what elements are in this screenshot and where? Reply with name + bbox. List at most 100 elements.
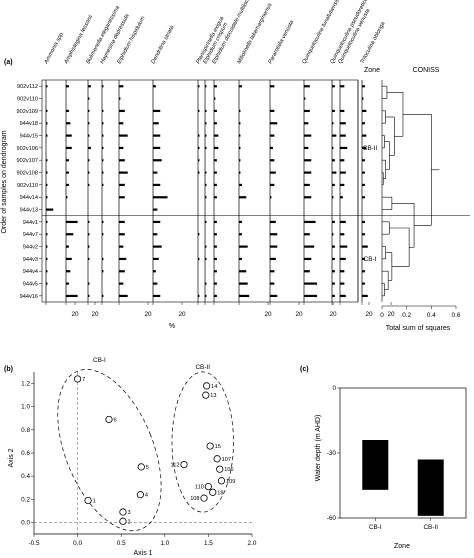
abundance-bar (304, 270, 310, 273)
sample-point-label: 106 (224, 467, 233, 473)
abundance-bar (66, 257, 72, 261)
sample-label: 902v109 (17, 109, 38, 115)
abundance-bar (362, 294, 368, 298)
abundance-bar (304, 245, 315, 248)
abundance-bar (270, 122, 278, 125)
abundance-bar (340, 282, 345, 285)
panel-c-label: (c) (300, 366, 309, 373)
panel-b-y-tick-label: 0.4 (21, 473, 30, 480)
sample-point-label: 112 (171, 463, 180, 469)
zone-label: CB-II (363, 145, 378, 152)
sample-point-label: 6 (113, 417, 116, 423)
abundance-bar (304, 196, 312, 199)
abundance-bar (46, 171, 48, 174)
sample-point (203, 382, 211, 390)
abundance-bar (270, 270, 275, 273)
abundance-bar (102, 220, 104, 224)
abundance-bar (205, 257, 207, 261)
abundance-bar (66, 171, 69, 174)
abundance-bar (340, 270, 345, 273)
coniss-tick-label: 0 (380, 312, 384, 319)
sample-point (217, 477, 226, 485)
abundance-bar (153, 282, 158, 285)
abundance-bar (304, 282, 318, 285)
abundance-bar (340, 196, 343, 199)
panel-b-x-axis-label: Axis 1 (133, 550, 152, 557)
abundance-bar (88, 282, 90, 285)
cluster-ellipse (57, 369, 162, 532)
abundance-bar (153, 183, 161, 187)
abundance-bar (304, 183, 310, 187)
abundance-bar (239, 233, 242, 236)
abundance-bar (119, 245, 124, 248)
abundance-bar (205, 146, 207, 150)
abundance-bar (153, 122, 159, 125)
panel-b-x-tick-label: 2.0 (248, 540, 257, 547)
abundance-bar (214, 146, 219, 150)
abundance-bar (153, 159, 162, 162)
abundance-bar (153, 134, 161, 137)
panel-c-plot-frame (339, 387, 467, 519)
abundance-bar (332, 220, 335, 224)
abundance-bar (340, 122, 346, 125)
abundance-bar (153, 196, 168, 199)
sample-point (180, 460, 188, 469)
abundance-bar (332, 134, 337, 137)
abundance-bar (46, 245, 48, 248)
abundance-bar (119, 220, 125, 224)
abundance-bar (153, 208, 158, 211)
abundance-bar (153, 257, 159, 261)
abundance-bar (88, 85, 91, 88)
abundance-bar (119, 97, 121, 100)
abundance-bar (205, 294, 207, 298)
abundance-bar (214, 97, 216, 100)
abundance-bar (239, 196, 247, 199)
panel-b-y-tick-label: 1.2 (21, 381, 30, 388)
abundance-bar (66, 245, 69, 248)
abundance-bar (332, 109, 335, 113)
abundance-bar (304, 134, 312, 137)
abundance-bar (46, 122, 48, 125)
abundance-bar (153, 85, 156, 88)
abundance-bar (214, 109, 217, 113)
abundance-bar (362, 245, 368, 248)
sample-point (200, 494, 208, 502)
abundance-bar (102, 146, 104, 150)
abundance-bar (102, 109, 104, 113)
abundance-bar (198, 294, 200, 298)
abundance-bar (66, 146, 72, 150)
panel-b-ordination-plot: (b) Axis 1 Axis 2 -0.5 0.0 0.5 1.0 1.5 2.0 0.0… (4, 357, 257, 557)
sample-label: 944v7 (23, 232, 38, 238)
abundance-bar (362, 146, 367, 150)
abundance-bar (102, 294, 104, 298)
abundance-bar (214, 282, 217, 285)
abundance-bar (340, 159, 345, 162)
abundance-bar (214, 257, 217, 261)
abundance-bar (153, 245, 162, 248)
abundance-bar (270, 134, 275, 137)
abundance-bar (153, 109, 161, 113)
abundance-bar (119, 270, 125, 273)
abundance-bar (46, 134, 48, 137)
abundance-bar (214, 183, 217, 187)
sample-point-label: 108 (190, 496, 199, 502)
abundance-bar (46, 183, 48, 187)
abundance-bar (66, 109, 69, 113)
abundance-bar (340, 171, 346, 174)
abundance-bar (198, 134, 200, 137)
panel-b-y-tick-label: 0.2 (21, 496, 30, 503)
sample-point (84, 496, 92, 505)
abundance-bar (362, 196, 365, 199)
abundance-bar (362, 183, 365, 187)
abundance-bar (270, 183, 275, 187)
cluster-label: CB-I (93, 357, 106, 364)
sample-label: 944v14 (20, 195, 38, 201)
abundance-bar (119, 134, 128, 137)
abundance-bar (119, 85, 124, 88)
panel-b-y-tick-label: 0.8 (21, 427, 30, 434)
abundance-bar (239, 171, 241, 174)
abundance-bar (66, 294, 78, 298)
abundance-bar (205, 171, 207, 174)
panel-a-y-axis-label: Order of samples on dendrogram (1, 130, 8, 233)
abundance-bar (46, 270, 48, 273)
